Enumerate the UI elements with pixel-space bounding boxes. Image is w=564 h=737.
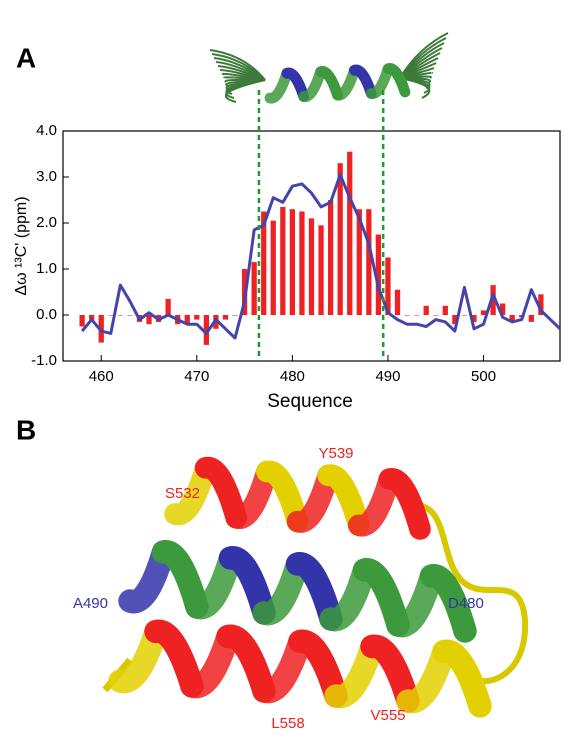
bar xyxy=(538,294,544,315)
bar xyxy=(394,289,401,315)
bar xyxy=(461,315,468,316)
y-tick-label: -1.0 xyxy=(31,352,57,369)
bar xyxy=(414,315,420,316)
x-tick-label: 470 xyxy=(184,368,209,385)
bar xyxy=(89,315,95,320)
y-tick-label: 4.0 xyxy=(36,122,57,139)
ensemble-strand xyxy=(399,77,431,99)
y-tick-label: 1.0 xyxy=(36,260,57,277)
bar xyxy=(471,315,477,322)
bar xyxy=(117,315,123,316)
x-tick-label: 480 xyxy=(280,368,305,385)
helix-ribbon xyxy=(382,63,411,98)
bar xyxy=(375,234,382,315)
panel-label: A xyxy=(16,42,36,73)
panel-label: B xyxy=(16,414,36,445)
bar xyxy=(327,200,334,315)
bar xyxy=(433,315,439,316)
bar xyxy=(366,209,372,315)
helix-ribbon xyxy=(419,564,477,643)
bar xyxy=(404,315,410,316)
bar xyxy=(108,315,114,316)
ensemble-strand xyxy=(224,79,266,103)
y-tick-label: 0.0 xyxy=(36,306,57,323)
helix-ribbon xyxy=(378,468,431,540)
bar xyxy=(127,315,133,316)
line xyxy=(80,173,562,340)
x-tick-label: 500 xyxy=(471,368,496,385)
residue-label: V555 xyxy=(370,707,405,724)
bar xyxy=(270,220,276,315)
bar xyxy=(261,211,267,315)
bar xyxy=(289,209,296,315)
residue-label: Y539 xyxy=(318,445,353,462)
bar xyxy=(318,225,324,315)
bar xyxy=(184,315,190,325)
bar xyxy=(500,303,506,315)
bar xyxy=(347,151,353,315)
bar xyxy=(280,206,286,315)
bar xyxy=(194,315,200,320)
bar xyxy=(308,218,315,315)
loop xyxy=(404,501,529,685)
bar xyxy=(299,211,305,315)
bar xyxy=(222,315,229,320)
x-tick-label: 490 xyxy=(375,368,400,385)
x-tick-label: 460 xyxy=(89,368,114,385)
bar xyxy=(490,285,496,315)
bar xyxy=(509,315,515,322)
bar xyxy=(165,298,171,315)
y-axis-label: Δω ¹³C' (ppm) xyxy=(13,196,30,295)
residue-label: S532 xyxy=(165,485,200,502)
bar xyxy=(442,305,448,315)
helix-ribbon xyxy=(432,639,492,718)
bar xyxy=(452,315,458,325)
helix-cartoon xyxy=(209,32,449,104)
bar xyxy=(146,315,152,325)
bar xyxy=(423,305,429,315)
bar xyxy=(356,209,362,315)
y-tick-label: 2.0 xyxy=(36,214,57,231)
bar xyxy=(480,310,487,315)
bar xyxy=(251,262,257,315)
protein-structure xyxy=(102,456,529,718)
bar xyxy=(385,257,391,315)
bar xyxy=(203,315,209,345)
residue-label: D480 xyxy=(448,595,484,612)
plot-frame xyxy=(62,130,561,362)
y-tick-label: 3.0 xyxy=(36,168,57,185)
bar xyxy=(337,163,343,315)
residue-label: L558 xyxy=(271,715,304,732)
bar xyxy=(232,315,238,316)
bar xyxy=(528,315,534,322)
x-axis-label: Sequence xyxy=(267,391,353,412)
bar xyxy=(79,315,85,327)
residue-label: A490 xyxy=(73,595,108,612)
